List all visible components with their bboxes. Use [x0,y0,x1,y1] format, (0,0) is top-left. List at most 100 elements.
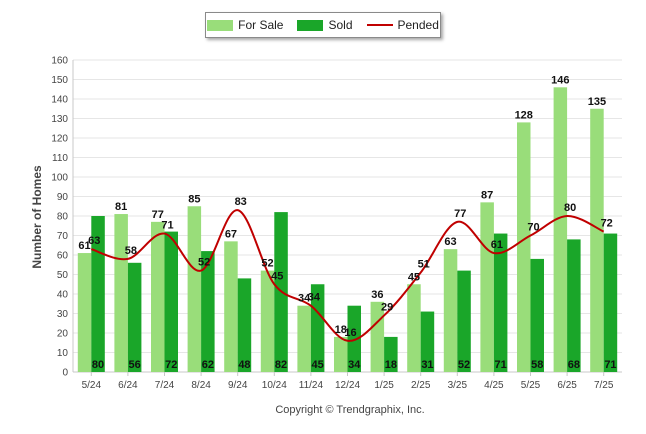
data-label-for-sale: 87 [481,189,493,201]
bar-for-sale [443,249,458,372]
bar-sold [201,251,215,372]
data-label-for-sale: 67 [225,228,237,240]
x-tick-label: 11/24 [299,380,324,391]
bar-sold [237,278,252,372]
legend-label-for-sale: For Sale [238,18,284,32]
data-label-sold: 56 [129,359,141,371]
legend-item-sold[interactable]: Sold [297,18,353,32]
data-label-for-sale: 146 [551,74,569,86]
legend-swatch-for-sale [207,19,234,31]
bar-for-sale [114,214,128,372]
data-label-for-sale: 34 [298,293,311,305]
y-tick-label: 40 [57,290,69,301]
legend: For Sale Sold Pended [205,12,441,38]
legend-label-pended: Pended [397,18,439,32]
legend-item-for-sale[interactable]: For Sale [207,18,283,32]
data-label-for-sale: 52 [261,258,273,270]
data-label-pended: 63 [88,235,100,247]
x-tick-label: 8/24 [191,380,211,391]
x-tick-label: 12/24 [335,380,360,391]
data-label-for-sale: 63 [444,236,456,248]
bar-for-sale [260,270,275,372]
bar-sold [567,239,581,372]
data-label-pended: 58 [125,245,137,257]
bar-sold [603,233,618,372]
x-tick-label: 10/24 [262,380,287,391]
data-label-sold: 71 [495,359,507,371]
x-tick-label: 7/25 [594,380,614,391]
data-label-for-sale: 128 [515,109,533,121]
bar-for-sale [590,108,604,372]
x-tick-label: 6/24 [118,380,138,391]
line-pended [90,209,605,342]
copyright-text: Copyright © Trendgraphix, Inc. [275,404,424,416]
data-label-sold: 82 [275,359,287,371]
data-label-pended: 80 [564,202,576,214]
data-label-for-sale: 61 [78,240,90,252]
data-label-sold: 58 [531,359,543,371]
legend-label-sold: Sold [328,18,353,32]
y-tick-label: 130 [51,114,68,125]
bar-sold [347,305,361,372]
data-label-pended: 51 [418,259,430,271]
data-label-sold: 48 [238,359,250,371]
data-label-for-sale: 81 [115,201,127,213]
y-tick-label: 10 [57,348,69,359]
data-label-sold: 45 [312,359,324,371]
y-tick-label: 110 [52,153,68,164]
bar-for-sale [480,202,494,372]
data-label-pended: 45 [271,270,283,282]
bar-sold [91,216,105,372]
bar-for-sale [517,122,531,373]
data-label-sold: 34 [348,359,361,371]
bar-for-sale [77,253,92,372]
y-tick-label: 120 [51,134,68,145]
data-label-sold: 31 [421,359,433,371]
data-label-sold: 72 [165,359,177,371]
bar-for-sale [187,206,202,372]
bar-sold [164,231,178,372]
y-tick-label: 80 [57,212,69,223]
bar-for-sale [407,284,421,372]
bar-for-sale [224,241,238,372]
bar-for-sale [297,305,311,372]
data-label-sold: 68 [568,359,580,371]
bar-for-sale [553,87,568,373]
data-label-for-sale: 36 [371,289,383,301]
bar-sold [493,233,508,372]
data-label-pended: 16 [344,327,356,339]
data-label-for-sale: 77 [152,209,164,221]
bar-sold [420,311,435,372]
data-label-pended: 52 [198,257,210,269]
data-label-sold: 62 [202,359,214,371]
x-tick-label: 2/25 [411,380,431,391]
x-tick-label: 1/25 [374,380,394,391]
x-tick-label: 3/25 [448,380,468,391]
y-tick-label: 100 [51,173,68,184]
data-label-sold: 18 [385,359,397,371]
y-tick-label: 90 [57,192,69,203]
data-label-for-sale: 45 [408,271,420,283]
bar-sold [384,336,398,372]
bar-for-sale [334,336,348,372]
legend-item-pended[interactable]: Pended [366,18,439,32]
data-label-pended: 83 [235,196,247,208]
x-tick-label: 6/25 [557,380,577,391]
bar-for-sale [151,221,165,372]
data-label-pended: 70 [527,222,539,234]
y-tick-label: 140 [51,95,68,106]
data-label-sold: 52 [458,359,470,371]
y-tick-label: 20 [57,329,69,340]
data-label-for-sale: 18 [335,324,347,336]
data-label-for-sale: 135 [588,96,606,108]
legend-swatch-sold [297,19,324,31]
bar-sold [457,270,471,372]
data-label-sold: 71 [604,359,616,371]
y-tick-label: 60 [57,251,69,262]
y-tick-label: 160 [51,56,68,67]
x-tick-label: 5/24 [82,380,102,391]
y-tick-label: 0 [62,368,68,379]
y-tick-label: 30 [57,309,69,320]
